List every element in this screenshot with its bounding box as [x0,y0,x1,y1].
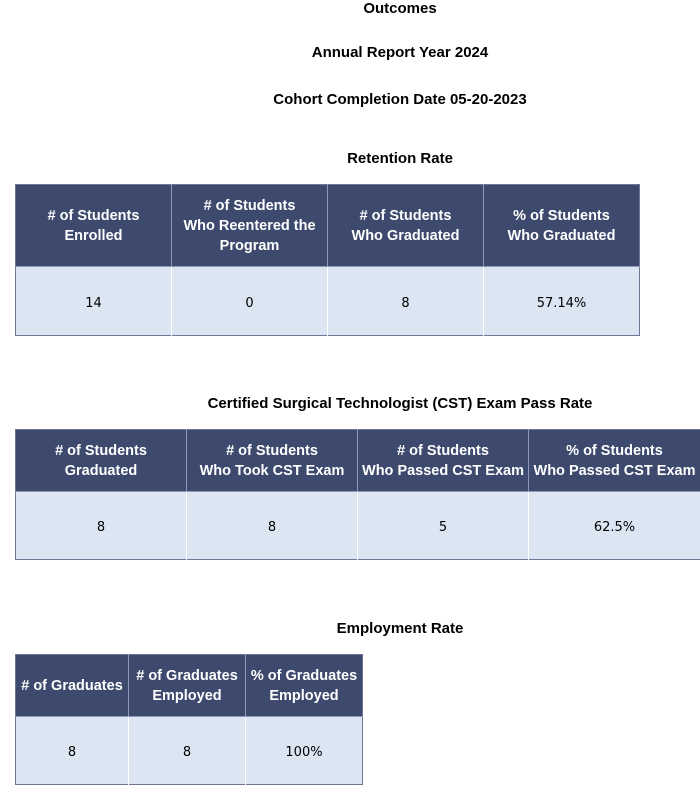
cst-graduated-value: 8 [15,491,187,560]
retention-enrolled-value: 14 [15,266,172,336]
cst-header-row: # of Students Graduated # of Students Who … [15,429,700,492]
retention-col-percent-graduated: % of Students Who Graduated [483,184,640,267]
cst-percent-value: 62.5% [528,491,700,560]
cst-took-exam-value: 8 [186,491,358,560]
employment-col-employed: # of Graduates Employed [128,654,246,717]
employment-percent-value: 100% [245,716,363,785]
retention-header-row: # of Students Enrolled # of Students Who R… [15,184,640,267]
employment-table: # of Graduates # of Graduates Employed % … [15,654,363,785]
retention-col-enrolled: # of Students Enrolled [15,184,172,267]
cst-col-took-exam: # of Students Who Took CST Exam [186,429,358,492]
cst-passed-exam-value: 5 [357,491,529,560]
retention-percent-value: 57.14% [483,266,640,336]
employment-graduates-value: 8 [15,716,129,785]
retention-col-reentered: # of Students Who Reentered the Program [171,184,328,267]
cst-value-row: 8 8 5 62.5% [15,491,700,560]
cst-col-passed-exam: # of Students Who Passed CST Exam [357,429,529,492]
employment-employed-value: 8 [128,716,246,785]
employment-value-row: 8 8 100% [15,716,363,785]
retention-value-row: 14 0 8 57.14% [15,266,640,336]
cst-col-graduated: # of Students Graduated [15,429,187,492]
employment-title: Employment Rate [336,620,464,637]
employment-col-percent-employed: % of Graduates Employed [245,654,363,717]
report-year-heading: Annual Report Year 2024 [311,44,489,61]
cohort-heading: Cohort Completion Date 05-20-2023 [273,91,527,108]
cst-table: # of Students Graduated # of Students Who … [15,429,700,560]
retention-reentered-value: 0 [171,266,328,336]
page-title: Outcomes [363,0,437,17]
retention-graduated-value: 8 [327,266,484,336]
employment-col-graduates: # of Graduates [15,654,129,717]
cst-col-percent-passed: % of Students Who Passed CST Exam [528,429,700,492]
retention-table: # of Students Enrolled # of Students Who R… [15,184,640,336]
retention-title: Retention Rate [347,150,453,167]
retention-col-graduated: # of Students Who Graduated [327,184,484,267]
employment-header-row: # of Graduates # of Graduates Employed % … [15,654,363,717]
cst-title: Certified Surgical Technologist (CST) Ex… [207,395,593,412]
